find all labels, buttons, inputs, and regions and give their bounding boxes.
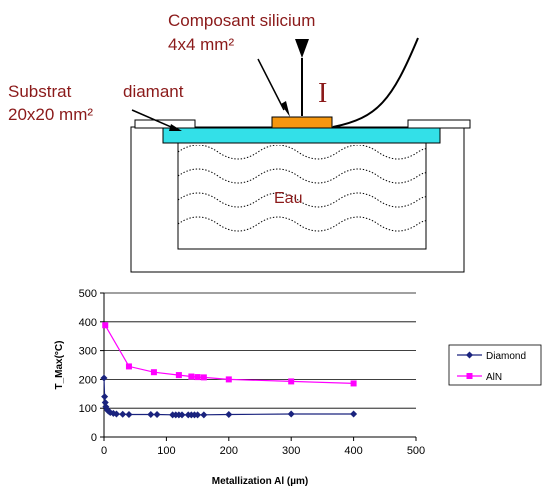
current-label: I xyxy=(318,78,327,109)
wire xyxy=(332,37,419,128)
pointer-arrowhead xyxy=(281,101,290,117)
water-label: Eau xyxy=(274,190,302,207)
component-label-line1: Composant silicium xyxy=(168,11,315,30)
series-diamond xyxy=(100,374,358,419)
component-label-line2: 4x4 mm² xyxy=(168,35,234,54)
data-point xyxy=(466,351,473,359)
x-tick-label: 300 xyxy=(282,445,300,457)
y-tick-label: 0 xyxy=(91,432,97,444)
data-point xyxy=(200,411,208,419)
data-point xyxy=(350,410,358,418)
data-point xyxy=(225,376,232,383)
data-point xyxy=(150,369,157,376)
current-arrowhead xyxy=(295,39,309,58)
series-line xyxy=(103,377,354,416)
data-point xyxy=(112,410,120,418)
data-point xyxy=(100,374,108,382)
pointer-arrow xyxy=(257,58,285,111)
series-line xyxy=(104,324,354,384)
series-aln xyxy=(102,322,357,387)
data-point xyxy=(287,410,295,418)
right-clamp xyxy=(407,119,471,129)
y-tick-label: 100 xyxy=(79,403,97,415)
y-tick-label: 300 xyxy=(79,346,97,358)
legend-box xyxy=(448,344,542,386)
temperature-chart: 0 100 200 300 400 500 0 100 200 300 400 500 Metalliz… xyxy=(54,288,542,487)
data-point xyxy=(125,411,133,419)
data-point xyxy=(101,398,109,406)
x-tick-label: 100 xyxy=(157,445,175,457)
data-point xyxy=(288,378,295,385)
data-point xyxy=(101,393,109,401)
diamond-substrate xyxy=(162,127,441,144)
water-waves xyxy=(178,145,426,232)
x-tick-label: 400 xyxy=(344,445,362,457)
y-tick-label: 500 xyxy=(79,288,97,300)
data-point xyxy=(153,411,161,419)
data-point xyxy=(175,372,182,379)
data-point xyxy=(194,411,202,419)
data-point xyxy=(225,411,233,419)
data-point xyxy=(200,374,207,381)
data-point xyxy=(178,411,186,419)
wave-line xyxy=(178,216,426,232)
x-axis-title: Metallization Al (µm) xyxy=(212,476,309,487)
substrate-label-line3: 20x20 mm² xyxy=(8,105,93,124)
data-point xyxy=(119,410,127,418)
y-tick-label: 400 xyxy=(79,317,97,329)
legend-label: Diamond xyxy=(486,351,526,362)
legend: Diamond AlN xyxy=(448,344,542,386)
substrate-label-line2: diamant xyxy=(123,82,184,101)
data-point xyxy=(147,411,155,419)
data-point xyxy=(188,373,195,380)
silicon-component xyxy=(271,116,333,129)
data-point xyxy=(102,322,109,329)
wave-line xyxy=(178,145,426,160)
cooling-diagram: Composant silicium 4x4 mm² Substrat diam… xyxy=(8,11,471,273)
wave-line xyxy=(178,168,426,184)
x-tick-label: 500 xyxy=(407,445,425,457)
water-cavity xyxy=(177,139,427,250)
y-tick-label: 200 xyxy=(79,374,97,386)
y-axis-title: T_Max(°C) xyxy=(54,340,65,389)
wave-line xyxy=(178,192,426,208)
substrate-label-line1: Substrat xyxy=(8,82,72,101)
data-point xyxy=(125,363,132,370)
data-point xyxy=(466,373,473,379)
x-tick-label: 200 xyxy=(220,445,238,457)
data-point xyxy=(350,380,357,387)
x-tick-label: 0 xyxy=(101,445,107,457)
substrate-pointer-arrowhead xyxy=(169,124,182,131)
legend-label: AlN xyxy=(486,372,502,383)
data-point xyxy=(194,374,201,381)
